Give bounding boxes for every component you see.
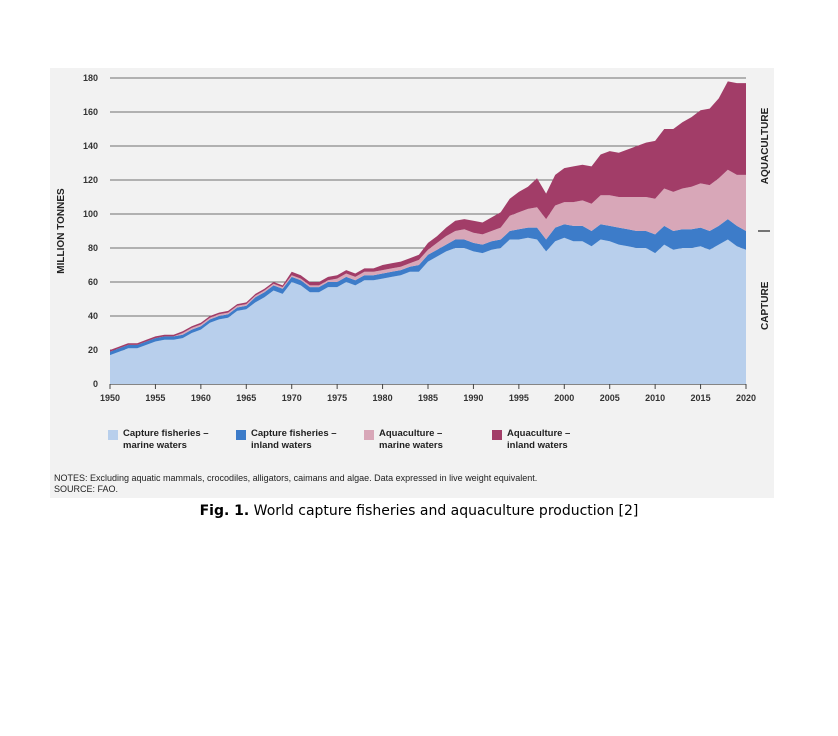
- x-tick-label: 1960: [191, 393, 211, 403]
- figure-caption: Fig. 1. World capture fisheries and aqua…: [0, 503, 838, 519]
- legend-item: Capture fisheries – inland waters: [236, 428, 364, 452]
- notes-block: NOTES: Excluding aquatic mammals, crocod…: [54, 473, 537, 495]
- x-tick-label: 1990: [463, 393, 483, 403]
- y-tick-label: 120: [83, 175, 98, 185]
- y-axis-label: MILLION TONNES: [56, 188, 67, 274]
- x-tick-label: 1980: [373, 393, 393, 403]
- legend-item: Capture fisheries – marine waters: [108, 428, 236, 452]
- stacked-area-chart: 0 20 40 60 80 100 120 140 160 180 1950 1955 1960 1965…: [56, 73, 771, 403]
- legend-label: Capture fisheries – inland waters: [251, 428, 337, 451]
- legend-swatch: [108, 430, 118, 440]
- legend-item: Aquaculture – inland waters: [492, 428, 620, 452]
- legend-label: Capture fisheries – marine waters: [123, 428, 209, 451]
- area-series-1: [110, 237, 746, 384]
- y-tick-label: 20: [88, 345, 98, 355]
- x-tick-label: 1985: [418, 393, 438, 403]
- x-tick-label: 1975: [327, 393, 347, 403]
- notes-text: NOTES: Excluding aquatic mammals, crocod…: [54, 473, 538, 483]
- caption-prefix: Fig. 1.: [199, 503, 250, 519]
- x-tick-label: 1995: [509, 393, 529, 403]
- x-tick-label: 2015: [691, 393, 711, 403]
- x-tick-label: 1965: [236, 393, 256, 403]
- source-text: SOURCE: FAO.: [54, 484, 119, 494]
- capture-side-label: CAPTURE: [760, 281, 771, 330]
- axes: 0 20 40 60 80 100 120 140 160 180 1950 1955 1960 1965…: [83, 73, 756, 403]
- legend-label: Aquaculture – inland waters: [507, 428, 571, 451]
- legend-swatch: [364, 430, 374, 440]
- aquaculture-side-label: AQUACULTURE: [760, 107, 771, 184]
- caption-text: World capture fisheries and aquaculture …: [249, 503, 639, 519]
- y-tick-label: 180: [83, 73, 98, 83]
- y-tick-label: 60: [88, 277, 98, 287]
- x-tick-label: 2000: [554, 393, 574, 403]
- y-tick-label: 80: [88, 243, 98, 253]
- area-series: [110, 81, 746, 384]
- y-tick-label: 40: [88, 311, 98, 321]
- x-tick-label: 1970: [282, 393, 302, 403]
- legend-swatch: [236, 430, 246, 440]
- y-tick-label: 140: [83, 141, 98, 151]
- x-tick-label: 2020: [736, 393, 756, 403]
- legend-label: Aquaculture – marine waters: [379, 428, 443, 451]
- legend-swatch: [492, 430, 502, 440]
- y-tick-label: 100: [83, 209, 98, 219]
- x-tick-label: 1955: [145, 393, 165, 403]
- x-tick-label: 2005: [600, 393, 620, 403]
- y-tick-label: 160: [83, 107, 98, 117]
- y-tick-label: 0: [93, 379, 98, 389]
- area-series-2: [110, 219, 746, 356]
- legend-item: Aquaculture – marine waters: [364, 428, 492, 452]
- legend: Capture fisheries – marine waters Capture…: [108, 428, 620, 452]
- x-tick-label: 2010: [645, 393, 665, 403]
- area-series-3: [110, 169, 746, 352]
- figure-panel: 0 20 40 60 80 100 120 140 160 180 1950 1955 1960 1965…: [50, 68, 774, 498]
- x-tick-label: 1950: [100, 393, 120, 403]
